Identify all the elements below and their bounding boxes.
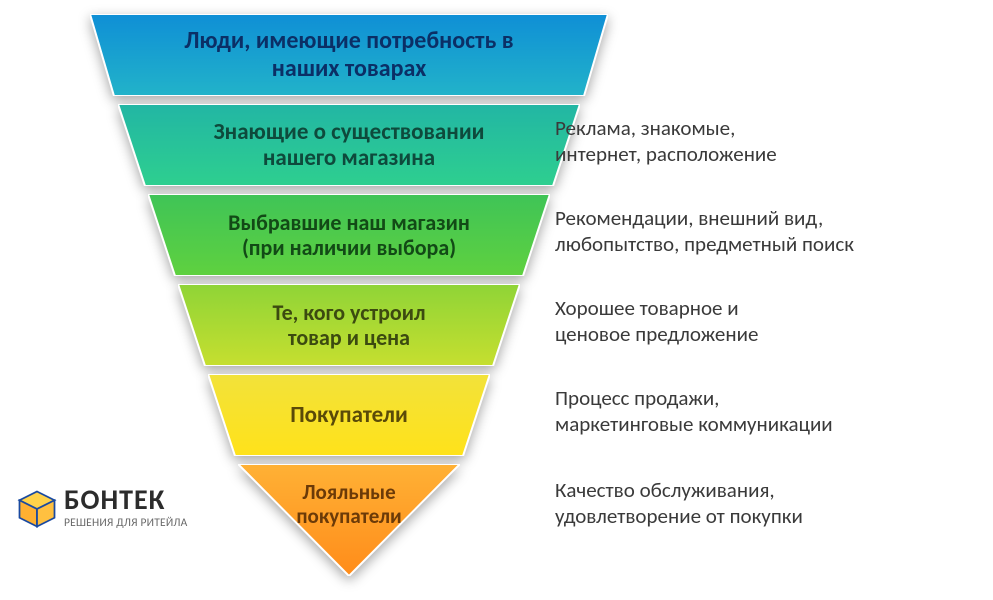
funnel-layer-2: Выбравшие наш магазин (при наличии выбор… xyxy=(148,194,550,276)
funnel-shape-4 xyxy=(208,374,490,456)
funnel-annotation-1: Реклама, знакомые, интернет, расположени… xyxy=(555,116,975,167)
funnel-annotation-2: Рекомендации, внешний вид, любопытство, … xyxy=(555,206,975,257)
company-logo: БОНТЕК РЕШЕНИЯ ДЛЯ РИТЕЙЛА xyxy=(16,486,188,530)
logo-tagline: РЕШЕНИЯ ДЛЯ РИТЕЙЛА xyxy=(64,516,188,530)
funnel-shape-5 xyxy=(238,464,460,576)
funnel-annotation-4: Процесс продажи, маркетинговые коммуника… xyxy=(555,386,975,437)
funnel-annotation-3: Хорошее товарное и ценовое предложение xyxy=(555,296,975,347)
funnel-shape-3 xyxy=(178,284,520,366)
funnel-layer-1: Знающие о существовании нашего магазина xyxy=(118,104,580,186)
funnel-layer-5: Лояльные покупатели xyxy=(238,464,460,576)
logo-text: БОНТЕК xyxy=(64,486,188,514)
funnel-diagram: Люди, имеющие потребность в наших товара… xyxy=(0,0,993,600)
funnel-layer-4: Покупатели xyxy=(208,374,490,456)
funnel-shape-0 xyxy=(90,14,608,96)
funnel-layer-3: Те, кого устроил товар и цена xyxy=(178,284,520,366)
cube-icon xyxy=(16,488,58,530)
funnel-annotation-5: Качество обслуживания, удовлетворение от… xyxy=(555,478,975,529)
funnel-layer-0: Люди, имеющие потребность в наших товара… xyxy=(90,14,608,96)
funnel-shape-1 xyxy=(118,104,580,186)
funnel-shape-2 xyxy=(148,194,550,276)
